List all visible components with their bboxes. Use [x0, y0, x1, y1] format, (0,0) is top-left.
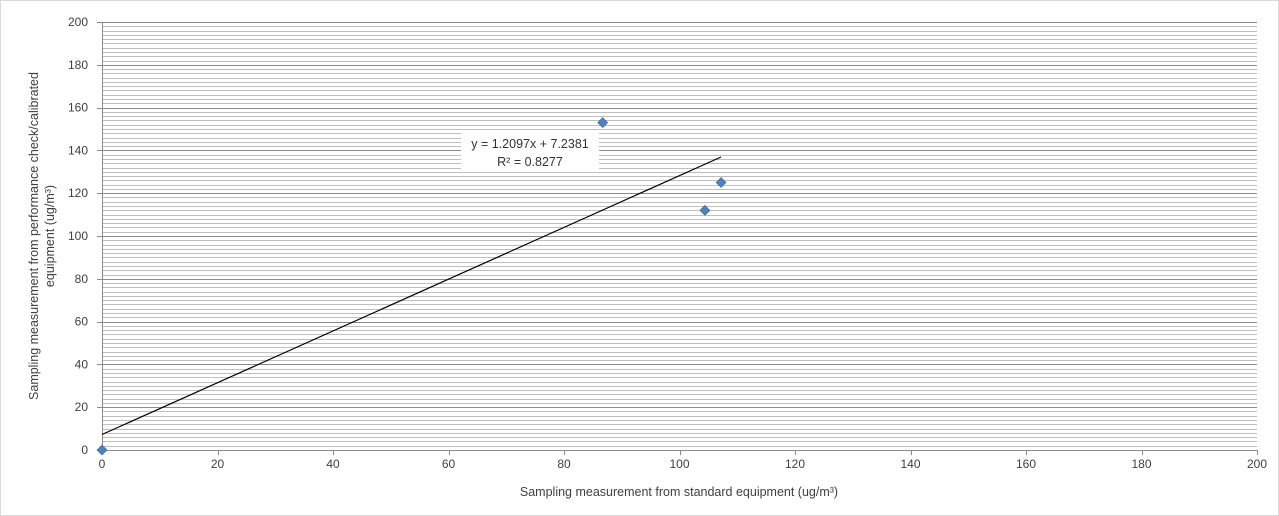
x-tick-labels: 0 20 40 60 80 100 120 140 160 180 200: [99, 457, 1268, 471]
y-tick-label: 180: [68, 58, 88, 72]
x-tick-label: 100: [669, 457, 689, 471]
y-axis-title-line1: Sampling measurement from performance ch…: [27, 72, 41, 400]
x-tick-label: 20: [211, 457, 225, 471]
trendline: [101, 156, 722, 436]
trendline-group: [101, 156, 722, 436]
data-point: [96, 444, 108, 456]
y-tick-label: 120: [68, 186, 88, 200]
y-axis-title-line2: equipment (ug/m³): [43, 185, 57, 287]
y-tick-label: 160: [68, 101, 88, 115]
y-tick-label: 0: [81, 443, 88, 457]
y-tick-label: 100: [68, 229, 88, 243]
y-tick-label: 140: [68, 143, 88, 157]
y-tick-label: 80: [75, 272, 89, 286]
x-tick-label: 80: [557, 457, 571, 471]
y-tick-label: 200: [68, 15, 88, 29]
data-point: [597, 117, 609, 129]
y-tick-label: 60: [75, 315, 89, 329]
x-tick-label: 120: [785, 457, 805, 471]
x-tick-label: 180: [1131, 457, 1151, 471]
trendline-equation-box: y = 1.2097x + 7.2381 R² = 0.8277: [461, 131, 599, 171]
data-point: [699, 204, 711, 216]
trendline-r-squared: R² = 0.8277: [497, 155, 563, 169]
y-tick-label: 20: [75, 400, 89, 414]
data-points: [96, 117, 727, 456]
y-tick-labels: 0 20 40 60 80 100 120 140 160 180 200: [68, 15, 88, 457]
trendline-equation: y = 1.2097x + 7.2381: [471, 137, 589, 151]
trendline-equation-background: [461, 131, 599, 171]
x-tick-label: 40: [326, 457, 340, 471]
y-tick-label: 40: [75, 357, 89, 371]
x-tick-label: 160: [1016, 457, 1036, 471]
x-tick-label: 200: [1247, 457, 1267, 471]
x-axis-title: Sampling measurement from standard equip…: [520, 485, 838, 499]
gridlines: [102, 22, 1257, 451]
x-tick-label: 0: [99, 457, 106, 471]
data-point: [715, 177, 727, 188]
x-tick-label: 140: [900, 457, 920, 471]
x-tick-label: 60: [442, 457, 456, 471]
